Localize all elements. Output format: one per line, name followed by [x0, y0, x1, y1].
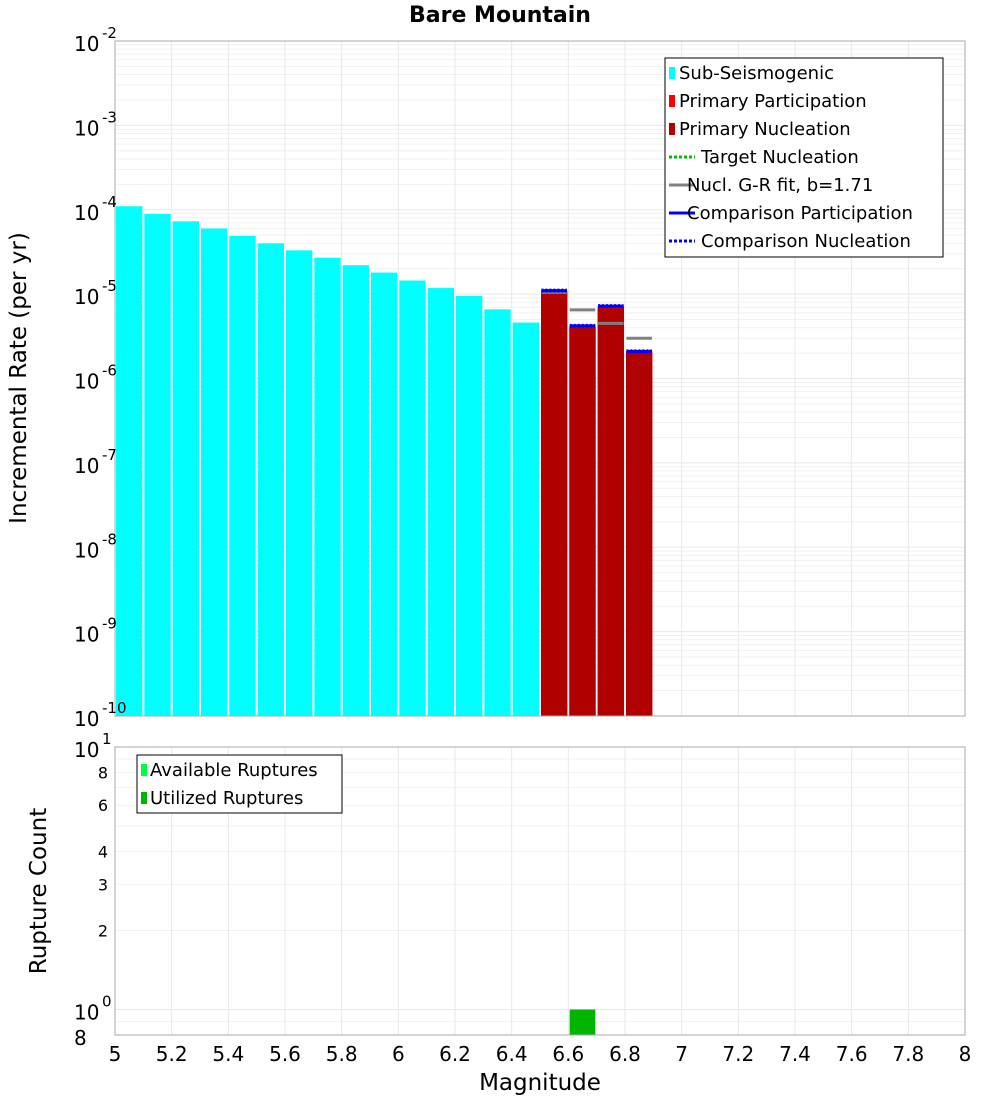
- x-tick-label: 6.8: [609, 1042, 641, 1066]
- sub-seismogenic-bar: [201, 228, 228, 716]
- y-tick-exponent: -2: [102, 24, 117, 42]
- legend-label: Primary Nucleation: [679, 119, 851, 140]
- primary-nucleation-bar: [569, 327, 596, 716]
- x-tick-label: 5: [109, 1042, 122, 1066]
- y-tick-label: 10: [74, 454, 99, 478]
- x-tick-label: 6.2: [439, 1042, 471, 1066]
- x-axis-label: Magnitude: [479, 1070, 601, 1096]
- y-tick-exponent: -6: [102, 362, 117, 380]
- sub-seismogenic-bar: [371, 272, 398, 716]
- sub-seismogenic-bar: [512, 322, 539, 716]
- legend-label: Primary Participation: [679, 91, 867, 112]
- legend-label: Comparison Nucleation: [701, 231, 911, 252]
- y-tick-exponent: 1: [102, 730, 112, 748]
- bottom-plot-frame: [114, 746, 966, 1036]
- primary-nucleation-bar: [626, 353, 653, 716]
- y-tick-label: 10: [74, 538, 99, 562]
- y-tick-label: 10: [74, 32, 99, 56]
- legend-label: Available Ruptures: [150, 760, 318, 781]
- y-tick-exponent: -9: [102, 615, 117, 633]
- sub-seismogenic-bar: [144, 214, 171, 717]
- y-tick-label: 6: [98, 796, 108, 815]
- top-y-axis-label: Incremental Rate (per yr): [6, 232, 32, 524]
- bottom-legend-box: [136, 754, 343, 814]
- x-tick-label: 7.4: [779, 1042, 811, 1066]
- y-tick-label: 10: [74, 116, 99, 140]
- y-tick-exponent: -3: [102, 108, 117, 126]
- y-tick-label: 10: [74, 707, 99, 731]
- y-tick-exponent: -5: [102, 277, 117, 295]
- legend-label: Comparison Participation: [687, 203, 913, 224]
- legend-label: Nucl. G-R fit, b=1.71: [687, 175, 873, 196]
- y-tick-label: 10: [74, 285, 99, 309]
- y-tick-label: 4: [98, 842, 108, 861]
- legend-label: Sub-Seismogenic: [679, 63, 834, 84]
- x-tick-label: 5.8: [326, 1042, 358, 1066]
- legend-swatch: [141, 764, 147, 776]
- y-tick-exponent: -8: [102, 530, 117, 548]
- legend-label: Target Nucleation: [700, 147, 859, 168]
- y-tick-exponent: 0: [102, 993, 112, 1011]
- x-tick-label: 6.6: [552, 1042, 584, 1066]
- sub-seismogenic-bar: [229, 235, 256, 716]
- sub-seismogenic-bar: [456, 296, 483, 716]
- sub-seismogenic-bar: [257, 243, 284, 717]
- legend-swatch: [669, 95, 675, 107]
- chart-title: Bare Mountain: [409, 3, 591, 28]
- sub-seismogenic-bar: [484, 309, 511, 716]
- sub-seismogenic-bar: [116, 206, 143, 716]
- x-tick-label: 7.6: [836, 1042, 868, 1066]
- x-tick-label: 6: [392, 1042, 405, 1066]
- x-tick-label: 8: [959, 1042, 972, 1066]
- x-tick-label: 6.4: [496, 1042, 528, 1066]
- sub-seismogenic-bar: [342, 265, 369, 716]
- sub-seismogenic-bar: [286, 250, 313, 717]
- x-tick-label: 5.4: [212, 1042, 244, 1066]
- sub-seismogenic-bar: [427, 288, 454, 716]
- primary-nucleation-bar: [541, 292, 568, 716]
- top-plot-area: 10-210-310-410-510-610-710-810-910 -10Sub…: [74, 24, 966, 731]
- y-tick-label: 10: [74, 738, 99, 762]
- primary-nucleation-bar: [597, 308, 624, 716]
- sub-seismogenic-bar: [314, 257, 341, 716]
- x-tick-label: 7: [675, 1042, 688, 1066]
- y-tick-label: 8: [74, 1026, 87, 1050]
- legend-swatch: [669, 67, 675, 79]
- y-tick-exponent: -7: [102, 446, 117, 464]
- y-tick-label: 2: [98, 922, 108, 941]
- utilized-ruptures-bar: [569, 1009, 596, 1035]
- legend-swatch: [669, 123, 675, 135]
- y-tick-exponent: -4: [102, 193, 117, 211]
- y-tick-label: 10: [74, 1001, 99, 1025]
- y-tick-label: 10: [74, 370, 99, 394]
- y-tick-label: 3: [98, 875, 108, 894]
- top-legend-box: [664, 57, 944, 258]
- legend-swatch: [141, 792, 147, 804]
- x-tick-label: 7.8: [892, 1042, 924, 1066]
- x-tick-label: 5.6: [269, 1042, 301, 1066]
- x-tick-label: 7.2: [722, 1042, 754, 1066]
- bottom-y-axis-label: Rupture Count: [26, 808, 52, 974]
- x-tick-label: 5.2: [156, 1042, 188, 1066]
- sub-seismogenic-bar: [399, 280, 426, 716]
- top-plot-frame: [114, 40, 966, 717]
- y-tick-label: 10: [74, 201, 99, 225]
- y-tick-exponent: -10: [102, 699, 127, 717]
- legend-label: Utilized Ruptures: [150, 788, 303, 809]
- y-tick-label: 10: [74, 623, 99, 647]
- y-tick-label: 8: [98, 763, 108, 782]
- sub-seismogenic-bar: [172, 221, 199, 716]
